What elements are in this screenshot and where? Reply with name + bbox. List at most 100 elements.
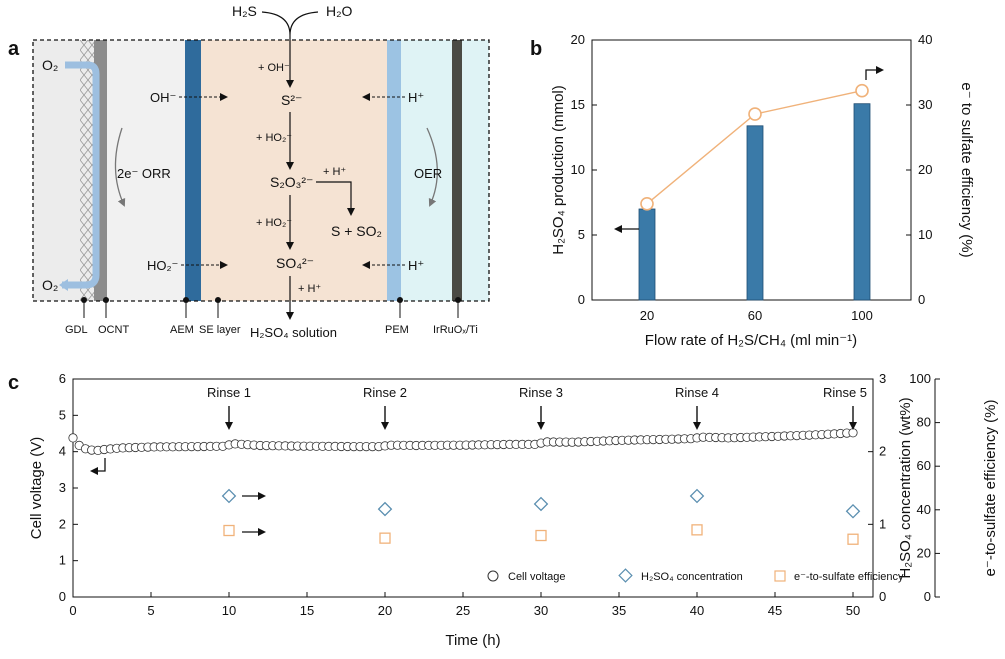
- se-layer-chamber: [201, 40, 387, 301]
- pem-layer: [387, 40, 401, 301]
- component-aem: AEM: [170, 324, 194, 336]
- legend-efficiency-marker: [774, 570, 786, 582]
- c-xtick-label: 10: [222, 603, 236, 618]
- b-bar-20: [638, 208, 656, 301]
- c-annotation-rinse-1: Rinse 1: [207, 385, 251, 400]
- c-y2tick-label: 0: [879, 589, 886, 604]
- b-y2tick-label: 10: [918, 227, 932, 242]
- c-xtick-label: 25: [456, 603, 470, 618]
- dot-aem: [183, 297, 189, 303]
- h2s-input-label: H₂S: [232, 3, 257, 19]
- b-ytick-label: 0: [578, 292, 585, 307]
- b-xtick-label: 100: [851, 308, 873, 323]
- c-y3tick-label: 60: [917, 458, 931, 473]
- c-efficiency-point-20: [379, 532, 391, 544]
- c-concentration-point-10: [221, 488, 237, 504]
- species-s2: S²⁻: [281, 92, 302, 108]
- c-concentration-point-40: [689, 488, 705, 504]
- reagent-ho2-1: + HO₂⁻: [256, 132, 292, 144]
- c-xtick-label: 35: [612, 603, 626, 618]
- panel-c-xlabel: Time (h): [445, 632, 500, 649]
- c-annotation-rinse-3: Rinse 3: [519, 385, 563, 400]
- c-efficiency-point-30: [535, 529, 547, 542]
- c-voltage-point: [848, 428, 858, 438]
- dot-irruo: [455, 297, 461, 303]
- o2-bottom-label: O₂: [42, 277, 58, 293]
- irruo-ti-layer: [452, 40, 462, 301]
- anode-chamber: [401, 40, 452, 301]
- c-xtick-label: 30: [534, 603, 548, 618]
- species-so4: SO₄²⁻: [276, 255, 314, 271]
- c-concentration-point-50: [845, 503, 861, 519]
- c-xtick-label: 20: [378, 603, 392, 618]
- c-ytick-label: 5: [59, 407, 66, 422]
- c-xtick-label: 0: [69, 603, 76, 618]
- panel-c-y2label: H₂SO₄ concentration (wt%): [897, 397, 914, 578]
- o2-top-label: O₂: [42, 57, 58, 73]
- panel-c-y3label: e⁻-to-sulfate efficiency (%): [982, 400, 999, 577]
- c-efficiency-point-40: [691, 524, 703, 536]
- b-ytick-label: 10: [571, 162, 585, 177]
- oer-curved-arrow: [426, 127, 438, 207]
- reagent-h-side: + H⁺: [323, 166, 346, 178]
- b-bar-100: [853, 103, 871, 301]
- panel-c-chart: c 0 5 10 15 20 25 30 35 40 45 50012345601230204060…: [8, 371, 999, 649]
- cell-border: [32, 39, 490, 302]
- b-xtick-label: 20: [640, 308, 654, 323]
- h-ion-bottom-label: H⁺: [408, 258, 424, 273]
- cathode-chamber: [95, 40, 185, 301]
- c-xtick-label: 50: [846, 603, 860, 618]
- c-efficiency-point-10: [223, 524, 235, 537]
- orr-curved-arrow: [114, 127, 126, 207]
- dot-gdl: [81, 297, 87, 303]
- c-ytick-label: 1: [59, 553, 66, 568]
- c-annotation-rinse-5: Rinse 5: [823, 385, 867, 400]
- c-ytick-label: 0: [59, 589, 66, 604]
- component-pem: PEM: [385, 324, 409, 336]
- dot-se-layer: [215, 297, 221, 303]
- h2o-input-label: H₂O: [326, 3, 353, 19]
- legend-voltage-label: Cell voltage: [508, 571, 565, 583]
- panel-b-marks: 0 5 10 15 20 0 10 20 30 40 20 60 100: [571, 32, 933, 323]
- dot-ocnt: [103, 297, 109, 303]
- component-ocnt: OCNT: [98, 324, 129, 336]
- orr-label: 2e⁻ ORR: [117, 166, 171, 181]
- c-y2tick-label: 3: [879, 371, 886, 386]
- legend-concentration-marker: [618, 568, 633, 583]
- b-efficiency-point-100: [855, 83, 869, 98]
- side-product-label: S + SO₂: [331, 223, 382, 239]
- legend-concentration-label: H₂SO₄ concentration: [641, 571, 743, 583]
- panel-b-right-axis-arrow: [865, 66, 884, 80]
- c-efficiency-point-50: [847, 533, 859, 545]
- b-y2tick-label: 30: [918, 97, 932, 112]
- panel-b-chart: b 0 5 10 15 20 0 10 20 30 40 20 60 100 Flow rate of …: [530, 32, 975, 349]
- legend-voltage-marker: [487, 570, 499, 582]
- c-annotation-rinse-4: Rinse 4: [675, 385, 719, 400]
- reagent-ho2-2: + HO₂⁻: [256, 217, 292, 229]
- h-ion-top-label: H⁺: [408, 90, 424, 105]
- c-y3tick-label: 80: [917, 415, 931, 430]
- c-xtick-label: 5: [147, 603, 154, 618]
- panel-a-label: a: [8, 38, 20, 60]
- component-irruo: IrRuOₓ/Ti: [433, 324, 478, 336]
- b-ytick-label: 15: [571, 97, 585, 112]
- b-y2tick-label: 20: [918, 162, 932, 177]
- gdl-mesh: [80, 40, 94, 301]
- anode-back-region: [462, 40, 489, 301]
- b-ytick-label: 20: [571, 32, 585, 47]
- species-s2o3: S₂O₃²⁻: [270, 174, 313, 190]
- b-y2tick-label: 0: [918, 292, 925, 307]
- panel-c-ylabel: Cell voltage (V): [28, 437, 45, 540]
- b-ytick-label: 5: [578, 227, 585, 242]
- panel-c-voltage-axis-arrow: [90, 458, 106, 475]
- c-y3tick-label: 100: [909, 371, 931, 386]
- c-xtick-label: 45: [768, 603, 782, 618]
- c-ytick-label: 4: [59, 444, 66, 459]
- aem-layer: [185, 40, 201, 301]
- c-concentration-point-20: [377, 501, 393, 517]
- c-voltage-point: [68, 433, 78, 443]
- b-xtick-label: 60: [748, 308, 762, 323]
- oer-label: OER: [414, 166, 442, 181]
- c-y3tick-label: 20: [917, 545, 931, 560]
